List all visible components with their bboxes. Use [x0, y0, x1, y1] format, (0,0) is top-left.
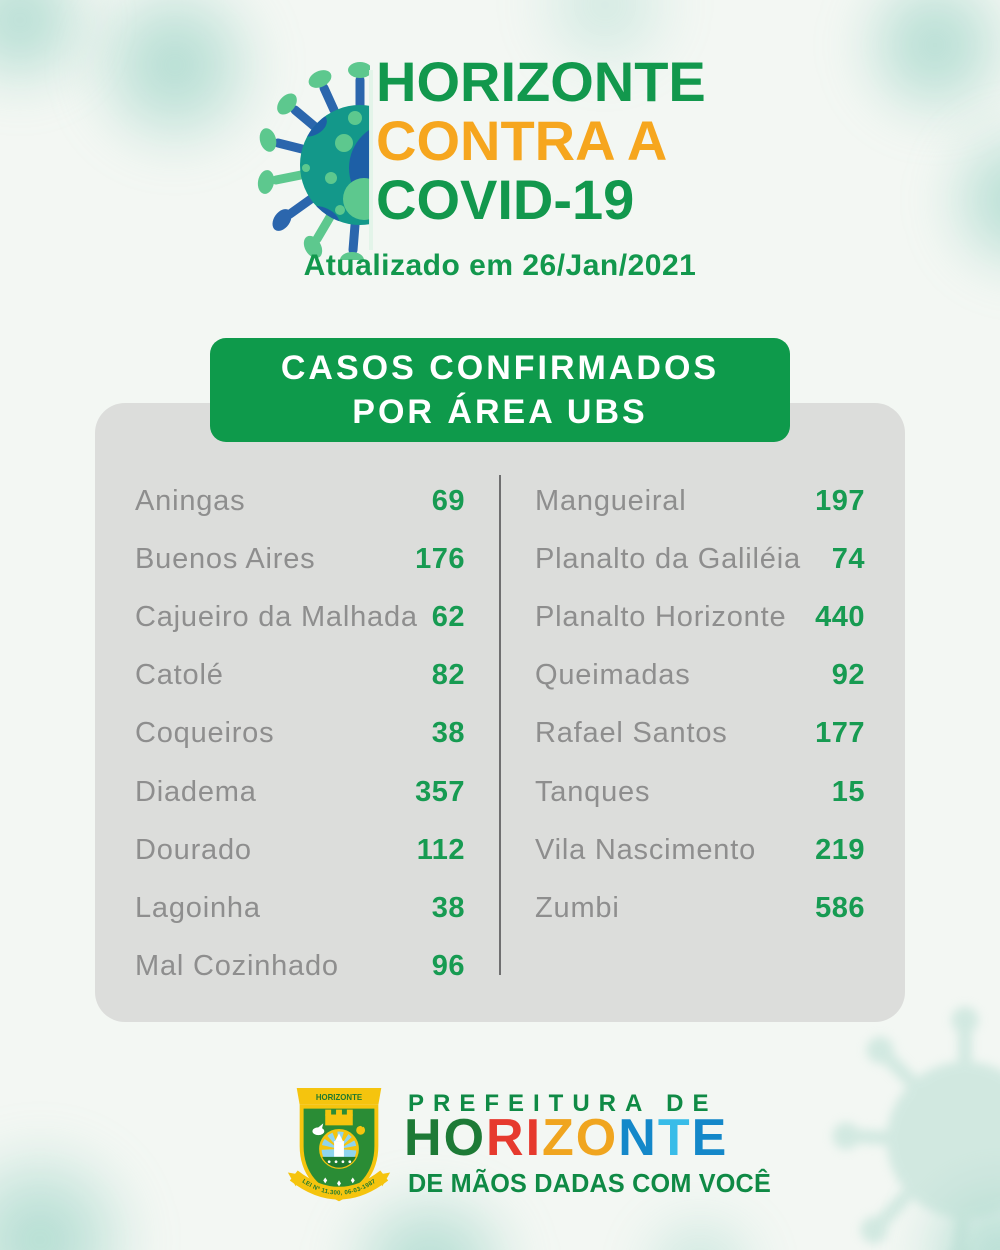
table-row: Tanques 15	[535, 763, 865, 821]
table-row: Buenos Aires 176	[135, 530, 465, 588]
tagline-label: DE MÃOS DADAS COM VOCÊ	[408, 1168, 771, 1198]
wordmark-letter: R	[486, 1109, 526, 1167]
area-name: Aningas	[135, 484, 246, 517]
table-row: Vila Nascimento 219	[535, 821, 865, 879]
area-name: Dourado	[135, 833, 252, 866]
title-line-horizonte: HORIZONTE	[376, 50, 706, 113]
area-name: Catolé	[135, 659, 224, 692]
table-row: Lagoinha 38	[135, 879, 465, 937]
table-row: Mangueiral 197	[535, 472, 865, 530]
area-cases: 440	[815, 600, 865, 633]
wordmark-letter: Z	[542, 1109, 576, 1167]
table-row: Cajueiro da Malhada 62	[135, 588, 465, 646]
area-name: Buenos Aires	[135, 542, 316, 575]
title-line-contra-a: CONTRA A	[376, 109, 668, 172]
area-cases: 176	[415, 542, 465, 575]
banner-line-1: CASOS CONFIRMADOS	[280, 349, 720, 387]
table-row: Aningas 69	[135, 472, 465, 530]
area-cases: 62	[431, 600, 465, 633]
banner-line-2: POR ÁREA UBS	[352, 393, 648, 431]
area-cases: 357	[415, 775, 465, 808]
table-row: Planalto Horizonte 440	[535, 588, 865, 646]
area-cases: 586	[815, 891, 865, 924]
wordmark-letter: E	[691, 1109, 729, 1167]
area-cases: 82	[431, 659, 465, 692]
area-name: Lagoinha	[135, 891, 261, 924]
background-blob	[620, 1210, 780, 1250]
table-row: Diadema 357	[135, 763, 465, 821]
area-cases: 177	[815, 717, 865, 750]
wordmark-letter: T	[657, 1109, 692, 1167]
title-line-covid19: COVID-19	[376, 168, 635, 231]
table-row: Mal Cozinhado 96	[135, 938, 465, 996]
column-divider	[499, 475, 501, 975]
table-row: Rafael Santos 177	[535, 705, 865, 763]
wordmark-letter: I	[525, 1109, 543, 1167]
background-blob	[0, 1140, 150, 1250]
svg-text:HORIZONTE: HORIZONTE	[316, 1093, 362, 1102]
area-name: Diadema	[135, 775, 257, 808]
prefeitura-label: PREFEITURA DE	[408, 1090, 718, 1117]
area-name: Rafael Santos	[535, 717, 728, 750]
area-name: Coqueiros	[135, 717, 275, 750]
table-row: Queimadas 92	[535, 647, 865, 705]
table-row: Planalto da Galiléia 74	[535, 530, 865, 588]
wordmark-letter: O	[575, 1109, 619, 1167]
area-cases: 69	[431, 484, 465, 517]
area-name: Queimadas	[535, 659, 691, 692]
area-name: Planalto da Galiléia	[535, 542, 801, 575]
area-cases: 92	[831, 659, 865, 692]
area-cases: 96	[431, 950, 465, 983]
area-name: Mal Cozinhado	[135, 950, 339, 983]
wordmark-letter: H	[404, 1109, 444, 1167]
area-name: Cajueiro da Malhada	[135, 600, 418, 633]
table-row: Dourado 112	[135, 821, 465, 879]
area-name: Mangueiral	[535, 484, 687, 517]
virus-watermark-icon	[832, 1006, 1000, 1250]
area-cases: 197	[815, 484, 865, 517]
section-banner: CASOS CONFIRMADOS POR ÁREA UBS	[210, 338, 790, 442]
background-blob	[80, 0, 270, 160]
area-name: Planalto Horizonte	[535, 600, 787, 633]
updated-date-label: Atualizado em 26/Jan/2021	[303, 249, 697, 282]
area-cases: 38	[431, 717, 465, 750]
table-row: Zumbi 586	[535, 879, 865, 937]
horizonte-wordmark: HORIZONTE	[404, 1110, 728, 1166]
wordmark-letter: O	[443, 1109, 487, 1167]
background-blob	[850, 0, 1000, 130]
area-cases: 38	[431, 891, 465, 924]
poster-title: HORIZONTE CONTRA A COVID-19	[376, 52, 706, 229]
area-name: Vila Nascimento	[535, 833, 757, 866]
wordmark-letter: N	[618, 1109, 658, 1167]
area-cases: 15	[831, 775, 865, 808]
table-row: Catolé 82	[135, 647, 465, 705]
area-cases: 74	[831, 542, 865, 575]
area-cases: 112	[416, 833, 465, 866]
cases-column-left: Aningas 69 Buenos Aires 176 Cajueiro da …	[135, 472, 465, 996]
cases-column-right: Mangueiral 197 Planalto da Galiléia 74 P…	[535, 472, 865, 938]
area-name: Tanques	[535, 775, 651, 808]
header-divider	[369, 70, 373, 250]
coronavirus-icon	[257, 62, 370, 260]
area-name: Zumbi	[535, 891, 620, 924]
table-row: Coqueiros 38	[135, 705, 465, 763]
horizonte-coat-of-arms: HORIZONTE	[287, 1087, 391, 1202]
area-cases: 219	[815, 833, 865, 866]
